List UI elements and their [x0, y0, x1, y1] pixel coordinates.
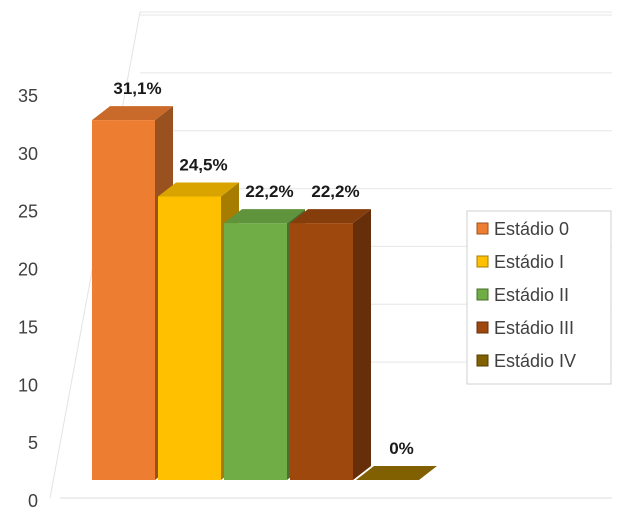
legend-box: [466, 210, 612, 385]
bar-side: [353, 209, 371, 480]
bar-top: [158, 182, 239, 197]
y-tick-label: 25: [18, 202, 38, 222]
legend-label: Estádio 0: [494, 219, 569, 239]
legend-item: Estádio 0: [476, 219, 569, 239]
legend-item: Estádio III: [476, 318, 574, 338]
legend-item: Estádio II: [476, 285, 569, 305]
legend-swatch: [476, 321, 489, 334]
y-tick-label: 0: [28, 491, 38, 511]
legend-item: Estádio I: [476, 252, 564, 272]
bar-5: [356, 466, 437, 480]
bar-front: [290, 223, 353, 480]
y-tick-label: 20: [18, 260, 38, 280]
data-label: 22,2%: [245, 182, 293, 201]
legend-swatch: [476, 255, 489, 268]
y-axis: 0 5 10 15 20 25 30 35: [18, 86, 38, 511]
legend-label: Estádio I: [494, 252, 564, 272]
bar-top: [356, 466, 437, 480]
bar-4: [290, 209, 371, 480]
legend-swatch: [476, 222, 489, 235]
data-label: 24,5%: [179, 156, 227, 175]
legend-label: Estádio III: [494, 318, 574, 338]
legend-swatch: [476, 288, 489, 301]
bar-top: [290, 209, 371, 224]
y-tick-label: 5: [28, 433, 38, 453]
legend-label: Estádio IV: [494, 351, 576, 371]
bar-front: [158, 196, 221, 480]
bar-top: [224, 209, 305, 224]
data-labels: 31,1% 24,5% 22,2% 22,2% 0%: [113, 79, 413, 458]
legend: Estádio 0 Estádio I Estádio II Estádio III E…: [466, 210, 612, 385]
bar-front: [92, 120, 155, 480]
bar-front: [224, 223, 287, 480]
data-label: 22,2%: [311, 182, 359, 201]
bar-top: [92, 106, 173, 121]
legend-label: Estádio II: [494, 285, 569, 305]
y-tick-label: 15: [18, 317, 38, 337]
y-tick-label: 30: [18, 144, 38, 164]
legend-item: Estádio IV: [476, 351, 576, 371]
y-tick-label: 35: [18, 86, 38, 106]
legend-swatch: [476, 354, 489, 367]
data-label: 31,1%: [113, 79, 161, 98]
y-tick-label: 10: [18, 375, 38, 395]
bars: [92, 106, 437, 480]
data-label: 0%: [389, 439, 414, 458]
